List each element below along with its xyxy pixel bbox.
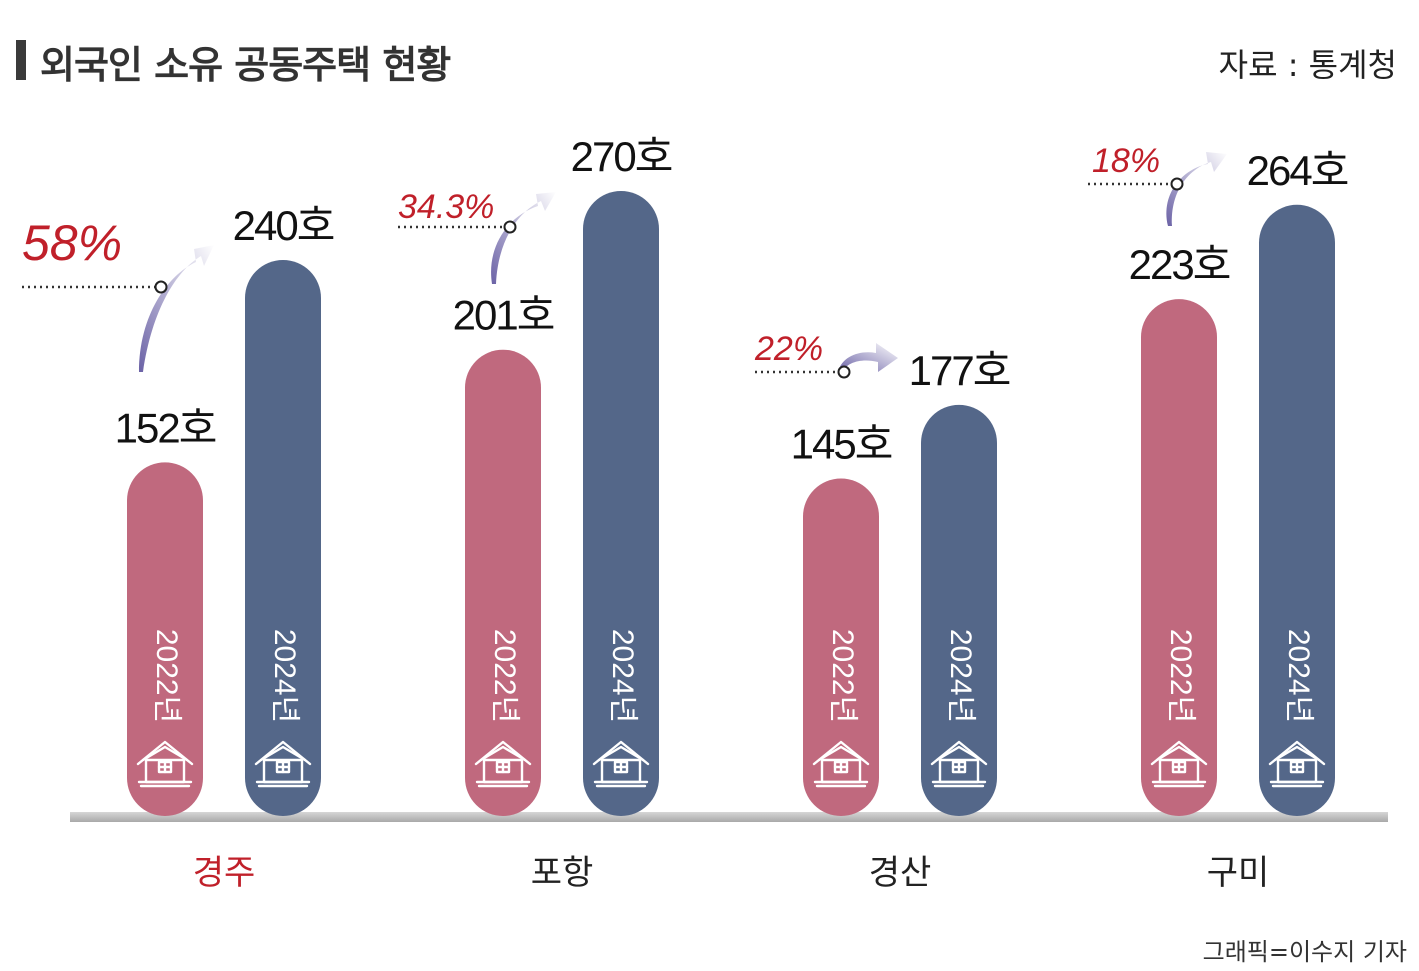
- bar-year-label: 2022년: [826, 629, 859, 723]
- value-label: 264호: [1247, 147, 1348, 194]
- bar-year-label: 2024년: [944, 629, 977, 723]
- growth-arrow-icon: [491, 192, 556, 284]
- growth-label: 22%: [754, 330, 823, 368]
- credit-note: 그래픽=이수지 기자: [1202, 938, 1407, 966]
- value-label: 152호: [115, 404, 216, 451]
- value-label: 240호: [233, 202, 334, 249]
- value-label: 270호: [571, 133, 672, 180]
- growth-arrow-icon: [838, 343, 898, 372]
- leader-dot: [837, 365, 851, 379]
- house-icon: [1150, 740, 1208, 788]
- bar-2022-3: [1141, 299, 1217, 817]
- value-label: 223호: [1129, 241, 1230, 288]
- bar-2022-1: [465, 349, 541, 816]
- bar-2024-1: [583, 191, 659, 816]
- house-icon: [254, 740, 312, 788]
- value-label: 177호: [909, 347, 1010, 394]
- bar-year-label: 2024년: [268, 629, 301, 723]
- category-label: 구미: [1207, 854, 1270, 892]
- bar-2024-3: [1259, 204, 1335, 817]
- category-label: 경주: [193, 854, 256, 892]
- growth-label: 58%: [22, 215, 122, 271]
- category-label: 경산: [869, 854, 932, 892]
- chart-title: 외국인 소유 공동주택 현황: [40, 43, 451, 87]
- growth-label: 18%: [1092, 142, 1160, 180]
- house-icon: [1268, 740, 1326, 788]
- leader-dot: [503, 220, 517, 234]
- bar-2024-0: [245, 260, 321, 816]
- house-icon: [474, 740, 532, 788]
- house-icon: [136, 740, 194, 788]
- growth-arrow-icon: [139, 245, 214, 372]
- house-icon: [930, 740, 988, 788]
- bar-year-label: 2024년: [606, 629, 639, 723]
- growth-label: 34.3%: [398, 188, 494, 226]
- value-label: 145호: [791, 421, 892, 468]
- bar-2024-2: [921, 404, 997, 816]
- bar-year-label: 2022년: [150, 629, 183, 723]
- bar-year-label: 2024년: [1282, 629, 1315, 723]
- bar-year-label: 2022년: [1164, 629, 1197, 723]
- bar-2022-2: [803, 478, 879, 816]
- title-marker: [16, 40, 26, 80]
- value-label: 201호: [453, 292, 554, 339]
- house-icon: [592, 740, 650, 788]
- source-note: 자료 : 통계청: [1218, 46, 1397, 84]
- category-label: 포항: [531, 854, 594, 892]
- leader-dot: [1170, 177, 1184, 191]
- house-icon: [812, 740, 870, 788]
- leader-dot: [154, 280, 168, 294]
- bar-year-label: 2022년: [488, 629, 521, 723]
- bar-2022-0: [127, 462, 203, 816]
- baseline: [70, 812, 1388, 822]
